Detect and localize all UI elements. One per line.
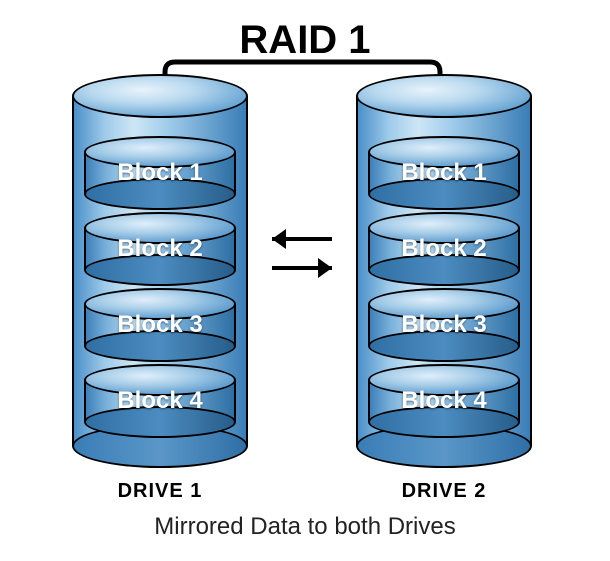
drive-1-block-2: Block 2 xyxy=(84,212,236,286)
drive-2: Block 1 Block 2 Block 3 Block 4 xyxy=(356,96,532,446)
block-label: Block 2 xyxy=(368,235,520,263)
drive-1-block-3: Block 3 xyxy=(84,288,236,362)
block-label: Block 1 xyxy=(84,159,236,187)
block-label: Block 3 xyxy=(84,311,236,339)
block-label: Block 4 xyxy=(368,387,520,415)
drive-2-block-2: Block 2 xyxy=(368,212,520,286)
drive-2-block-4: Block 4 xyxy=(368,364,520,438)
drive-2-label: DRIVE 2 xyxy=(356,480,532,503)
drive-2-block-3: Block 3 xyxy=(368,288,520,362)
drive-2-block-1: Block 1 xyxy=(368,136,520,210)
block-label: Block 1 xyxy=(368,159,520,187)
block-label: Block 3 xyxy=(368,311,520,339)
drive-1-block-1: Block 1 xyxy=(84,136,236,210)
drive-1-label: DRIVE 1 xyxy=(72,480,248,503)
drive-1: Block 1 Block 2 Block 3 Block 4 xyxy=(72,96,248,446)
block-label: Block 2 xyxy=(84,235,236,263)
diagram-caption: Mirrored Data to both Drives xyxy=(0,513,610,541)
block-label: Block 4 xyxy=(84,387,236,415)
drive-1-block-4: Block 4 xyxy=(84,364,236,438)
